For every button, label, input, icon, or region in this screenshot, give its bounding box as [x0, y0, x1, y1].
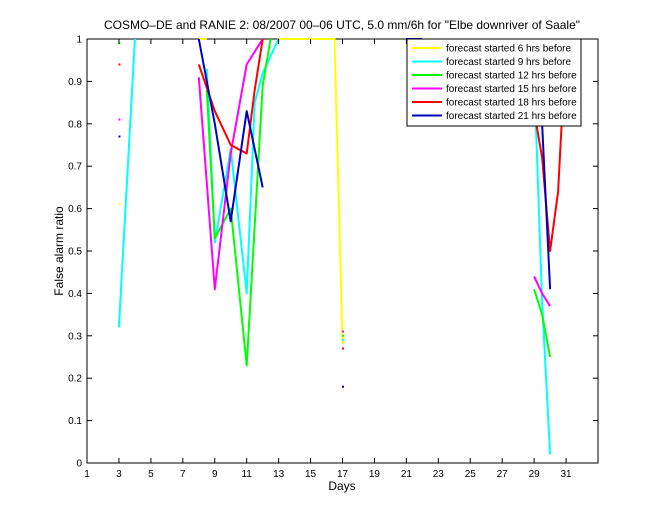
chart-title: COSMO–DE and RANIE 2: 08/2007 00–06 UTC,…: [104, 18, 580, 32]
y-tick-label: 0.1: [68, 416, 82, 427]
x-tick-label: 17: [337, 469, 349, 480]
y-tick-label: 0.9: [68, 77, 82, 88]
y-tick-label: 0.6: [68, 204, 82, 215]
y-tick-label: 0.4: [68, 289, 82, 300]
x-tick-label: 9: [212, 469, 218, 480]
legend-entry: forecast started 21 hrs before: [446, 111, 577, 122]
series-layer: [117, 38, 568, 455]
y-tick-label: 0.5: [68, 247, 82, 258]
legend-entry: forecast started 15 hrs before: [446, 84, 577, 95]
x-tick-label: 5: [148, 469, 154, 480]
x-tick-label: 15: [305, 469, 317, 480]
x-tick-label: 1: [84, 469, 90, 480]
legend-entry: forecast started 18 hrs before: [446, 98, 577, 109]
series-1: [117, 38, 552, 455]
x-tick-label: 27: [497, 469, 509, 480]
series-4: [118, 38, 568, 350]
legend-box: [406, 38, 582, 127]
series-line: [533, 275, 551, 307]
series-line: [197, 38, 264, 291]
series-line: [117, 38, 136, 328]
series-line: [197, 38, 264, 155]
x-tick-label: 25: [465, 469, 477, 480]
x-tick-label: 29: [529, 469, 541, 480]
x-tick-label: 23: [433, 469, 445, 480]
y-tick-label: 0.8: [68, 119, 82, 130]
series-line: [533, 288, 552, 358]
y-tick-label: 0.3: [68, 331, 82, 342]
y-tick-label: 0.7: [68, 162, 82, 173]
series-line: [278, 38, 344, 345]
series-0: [118, 38, 344, 345]
x-tick-label: 19: [369, 469, 381, 480]
x-tick-label: 21: [401, 469, 413, 480]
x-tick-label: 13: [273, 469, 285, 480]
legend-entry: forecast started 12 hrs before: [446, 71, 577, 82]
series-line: [197, 38, 264, 223]
legend-entry: forecast started 9 hrs before: [446, 57, 572, 68]
series-line: [533, 72, 552, 455]
y-axis-label: False alarm ratio: [52, 206, 66, 296]
x-tick-label: 3: [116, 469, 122, 480]
y-tick-label: 0: [76, 459, 82, 470]
x-tick-label: 11: [241, 469, 252, 480]
legend: forecast started 6 hrs before forecast st…: [406, 38, 582, 127]
series-3: [118, 38, 551, 333]
y-tick-label: 1: [76, 35, 82, 46]
x-tick-label: 7: [180, 469, 186, 480]
series-line: [533, 38, 568, 252]
y-tick-label: 0.2: [68, 374, 82, 385]
legend-entry: forecast started 6 hrs before: [446, 44, 572, 55]
series-line: [205, 38, 272, 367]
series-line: [205, 38, 280, 295]
x-axis-label: Days: [328, 479, 355, 493]
axes: 1 3 5 7 9 11 13 15 17 19 21 23 25 27 29 3100.10.20.30.4…: [68, 35, 598, 480]
x-tick-label: 31: [561, 469, 573, 480]
